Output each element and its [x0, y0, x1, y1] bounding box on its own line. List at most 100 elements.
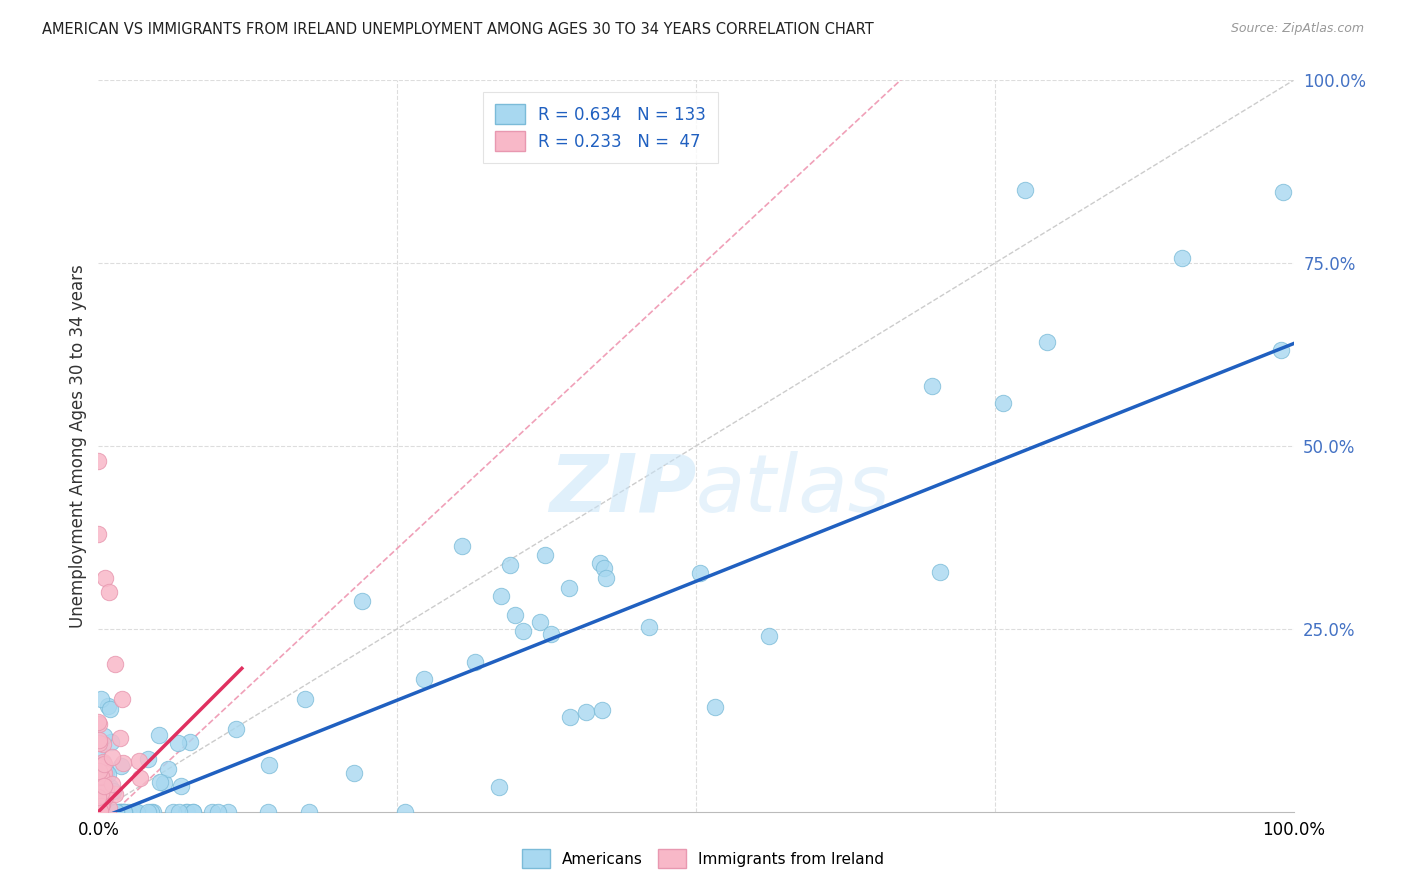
Point: [98, 805, 121, 819]
Point: [167, 805, 190, 819]
Text: Source: ZipAtlas.com: Source: ZipAtlas.com: [1230, 22, 1364, 36]
Point: [1036, 334, 1059, 349]
Point: [1270, 343, 1292, 357]
Point: [181, 805, 204, 819]
Point: [93, 757, 115, 772]
Point: [87, 805, 110, 819]
Point: [201, 805, 224, 819]
Point: [94, 790, 117, 805]
Point: [89, 805, 111, 819]
Point: [87, 789, 110, 804]
Point: [94, 783, 117, 797]
Point: [503, 607, 526, 622]
Point: [93, 805, 115, 819]
Point: [162, 805, 184, 819]
Point: [128, 771, 150, 785]
Point: [110, 805, 132, 819]
Point: [100, 805, 122, 819]
Point: [108, 805, 131, 819]
Point: [105, 805, 128, 819]
Point: [128, 754, 150, 768]
Point: [1271, 185, 1294, 199]
Point: [89, 804, 111, 818]
Point: [121, 805, 143, 819]
Point: [108, 805, 131, 819]
Point: [97, 585, 120, 599]
Point: [87, 764, 110, 778]
Point: [104, 657, 127, 671]
Point: [89, 805, 111, 819]
Point: [558, 581, 581, 595]
Point: [87, 805, 110, 819]
Y-axis label: Unemployment Among Ages 30 to 34 years: Unemployment Among Ages 30 to 34 years: [69, 264, 87, 628]
Point: [1171, 252, 1194, 266]
Text: AMERICAN VS IMMIGRANTS FROM IRELAND UNEMPLOYMENT AMONG AGES 30 TO 34 YEARS CORRE: AMERICAN VS IMMIGRANTS FROM IRELAND UNEM…: [42, 22, 875, 37]
Point: [89, 805, 111, 819]
Point: [93, 764, 115, 778]
Point: [413, 673, 436, 687]
Point: [91, 755, 114, 769]
Point: [91, 764, 114, 779]
Point: [125, 805, 148, 819]
Text: atlas: atlas: [696, 450, 891, 529]
Legend: Americans, Immigrants from Ireland: Americans, Immigrants from Ireland: [515, 841, 891, 875]
Point: [93, 805, 115, 819]
Point: [704, 700, 727, 714]
Point: [169, 779, 191, 793]
Point: [558, 710, 581, 724]
Point: [217, 805, 239, 819]
Point: [90, 777, 112, 791]
Text: ZIP: ZIP: [548, 450, 696, 529]
Point: [87, 805, 110, 819]
Point: [451, 539, 474, 553]
Point: [89, 780, 111, 795]
Point: [93, 779, 115, 793]
Point: [104, 805, 127, 819]
Point: [103, 805, 125, 819]
Point: [87, 761, 110, 775]
Point: [93, 805, 115, 819]
Point: [94, 765, 117, 780]
Point: [499, 558, 522, 573]
Point: [87, 805, 110, 819]
Point: [124, 805, 146, 819]
Point: [89, 805, 111, 819]
Point: [93, 805, 115, 819]
Point: [157, 762, 180, 776]
Point: [87, 805, 110, 819]
Point: [87, 453, 110, 467]
Point: [100, 777, 122, 791]
Point: [89, 805, 111, 819]
Point: [488, 780, 510, 795]
Point: [94, 805, 117, 819]
Point: [90, 805, 112, 819]
Point: [90, 757, 112, 772]
Point: [90, 771, 112, 785]
Point: [100, 805, 122, 819]
Point: [89, 805, 111, 819]
Point: [87, 805, 110, 819]
Point: [90, 798, 112, 813]
Point: [153, 776, 176, 790]
Point: [89, 732, 111, 747]
Point: [93, 766, 115, 780]
Point: [112, 805, 135, 819]
Point: [87, 741, 110, 756]
Point: [394, 805, 416, 819]
Point: [87, 805, 110, 819]
Point: [90, 692, 112, 706]
Point: [87, 805, 110, 819]
Point: [111, 692, 134, 706]
Point: [110, 759, 132, 773]
Point: [87, 805, 110, 819]
Point: [149, 775, 172, 789]
Point: [512, 624, 534, 639]
Point: [595, 570, 617, 584]
Point: [87, 805, 110, 819]
Point: [90, 805, 112, 819]
Point: [104, 788, 127, 802]
Point: [90, 805, 112, 819]
Point: [142, 805, 165, 819]
Point: [89, 805, 111, 819]
Point: [928, 565, 950, 579]
